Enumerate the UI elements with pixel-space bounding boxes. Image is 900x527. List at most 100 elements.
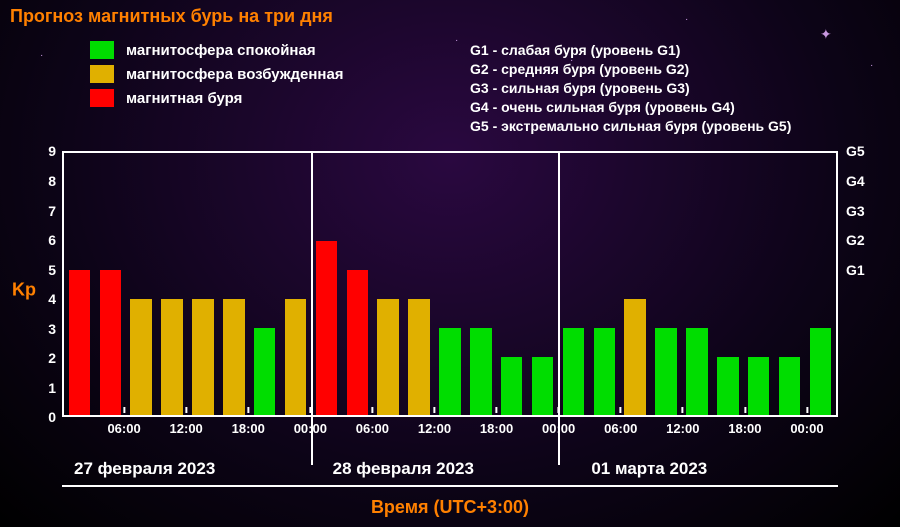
bar [316,241,338,416]
x-time-label: 18:00 [232,421,265,436]
bar [594,328,616,415]
bar-slot [527,153,558,415]
bar [501,357,523,415]
bar [655,328,677,415]
day-separator [558,153,560,465]
x-tick [806,407,808,413]
y-tick-right: G4 [846,173,865,189]
bar-slot [465,153,496,415]
x-tick [371,407,373,413]
legend-item: магнитная буря [90,89,470,107]
date-label: 01 марта 2023 [579,459,838,487]
g-scale-line: G1 - слабая буря (уровень G1) [470,41,791,60]
g-scale-line: G3 - сильная буря (уровень G3) [470,79,791,98]
bar [223,299,245,415]
y-axis-left: 0123456789 [20,145,58,435]
bar [779,357,801,415]
bar [69,270,91,416]
bar-slot [95,153,126,415]
bar-slot [496,153,527,415]
bar [748,357,770,415]
date-label: 27 февраля 2023 [62,459,321,487]
y-tick-left: 7 [48,203,56,219]
y-tick-left: 6 [48,232,56,248]
chart: Kp 0123456789 G1G2G3G4G5 06:0012:0018:00… [20,145,880,435]
y-tick-left: 0 [48,409,56,425]
y-tick-right: G3 [846,203,865,219]
bar-slot [373,153,404,415]
y-tick-left: 3 [48,321,56,337]
x-time-label: 00:00 [790,421,823,436]
legend-swatch [90,89,114,107]
y-axis-right: G1 G2 G3 G4 G5 [842,145,880,435]
bar-slot [280,153,311,415]
plot-area [62,151,838,417]
x-tick [185,407,187,413]
chart-title: Прогноз магнитных бурь на три дня [0,0,900,33]
x-tick [433,407,435,413]
day-separator [311,153,313,465]
bar-slot [805,153,836,415]
legend-label: магнитная буря [126,90,242,107]
x-tick [496,407,498,413]
bar [470,328,492,415]
legend-swatch [90,41,114,59]
y-tick-left: 8 [48,173,56,189]
y-tick-left: 4 [48,291,56,307]
legend-label: магнитосфера спокойная [126,42,316,59]
x-tick [558,407,560,413]
bar [347,270,369,416]
bar [686,328,708,415]
bar-slot [311,153,342,415]
x-axis-label: Время (UTC+3:00) [0,497,900,518]
bar-slot [218,153,249,415]
x-time-label: 06:00 [107,421,140,436]
bars-container [64,153,836,415]
x-tick [123,407,125,413]
x-time-label: 00:00 [294,421,327,436]
bar-slot [435,153,466,415]
bar [408,299,430,415]
bar-slot [589,153,620,415]
x-time-label: 18:00 [480,421,513,436]
bar [130,299,152,415]
header-legend-row: магнитосфера спокойная магнитосфера возбу… [0,33,900,141]
bar-slot [620,153,651,415]
y-tick-right: G5 [846,143,865,159]
bar-slot [157,153,188,415]
legend-right: G1 - слабая буря (уровень G1)G2 - средня… [470,41,791,135]
x-time-label: 12:00 [170,421,203,436]
y-tick-right: G2 [846,232,865,248]
bar [563,328,585,415]
bar-slot [558,153,589,415]
bar [100,270,122,416]
x-time-label: 18:00 [728,421,761,436]
bar-slot [126,153,157,415]
x-tick [309,407,311,413]
bar [624,299,646,415]
y-tick-left: 5 [48,262,56,278]
date-label: 28 февраля 2023 [321,459,580,487]
bar-slot [682,153,713,415]
bar [810,328,832,415]
bar-slot [249,153,280,415]
legend-swatch [90,65,114,83]
x-tick [247,407,249,413]
bar [532,357,554,415]
x-time-label: 06:00 [356,421,389,436]
x-tick [620,407,622,413]
g-scale-line: G5 - экстремально сильная буря (уровень … [470,117,791,136]
bar-slot [64,153,95,415]
bar-slot [188,153,219,415]
x-time-label: 12:00 [418,421,451,436]
bar [254,328,276,415]
bar [439,328,461,415]
g-scale-line: G4 - очень сильная буря (уровень G4) [470,98,791,117]
x-tick [744,407,746,413]
bar [192,299,214,415]
legend-label: магнитосфера возбужденная [126,66,344,83]
y-tick-right: G1 [846,262,865,278]
bar-slot [651,153,682,415]
x-time-label: 12:00 [666,421,699,436]
bar [161,299,183,415]
